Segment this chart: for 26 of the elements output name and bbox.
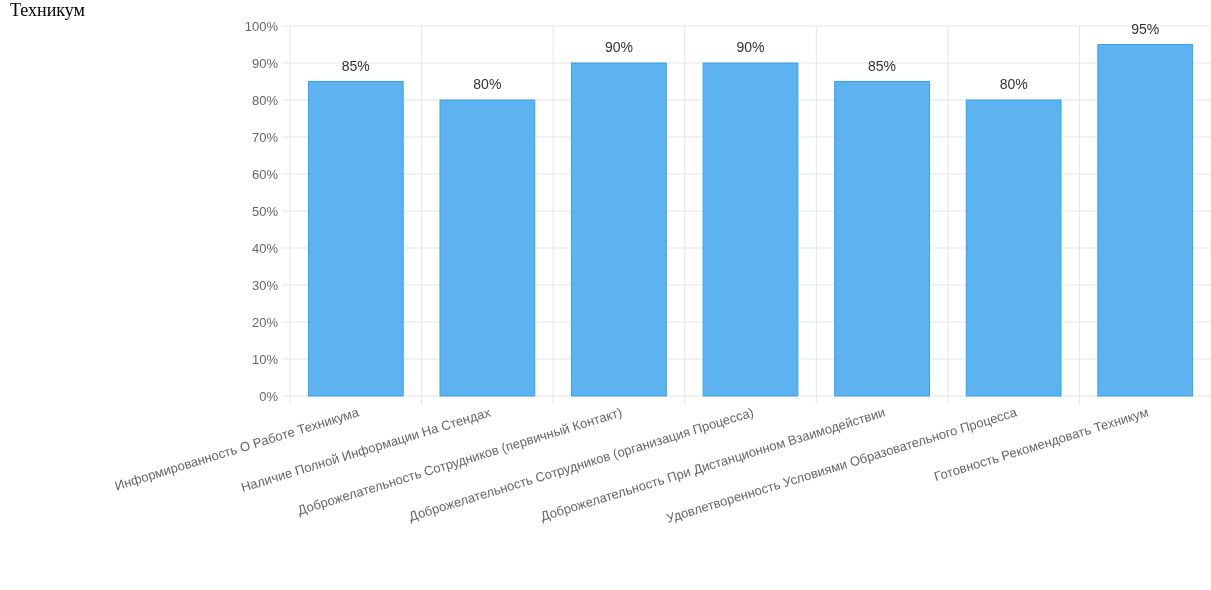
y-tick-label: 40%: [251, 240, 279, 256]
bar: [702, 62, 799, 397]
bar: [965, 99, 1062, 397]
bar: [439, 99, 536, 397]
y-tick-label: 10%: [251, 351, 279, 367]
data-label: 85%: [868, 57, 897, 74]
bar: [307, 81, 404, 397]
y-tick-label: 70%: [251, 129, 279, 145]
data-label: 90%: [604, 39, 633, 55]
y-tick-label: 100%: [244, 18, 279, 34]
bar: [834, 81, 930, 397]
bar: [571, 62, 667, 397]
y-tick-label: 60%: [251, 166, 279, 182]
bar: [1097, 44, 1194, 397]
y-tick-label: 30%: [251, 277, 279, 293]
y-tick-label: 90%: [251, 55, 279, 71]
data-label: 85%: [341, 57, 370, 74]
y-tick-label: 50%: [251, 203, 279, 219]
data-label: 80%: [473, 76, 502, 92]
data-label: 90%: [736, 39, 765, 55]
text: Техникум: [10, 0, 85, 20]
data-label: 95%: [1131, 20, 1160, 37]
data-label: 80%: [999, 76, 1028, 92]
y-tick-label: 20%: [251, 314, 279, 330]
y-tick-label: 0%: [259, 388, 279, 404]
y-tick-label: 80%: [251, 92, 279, 108]
